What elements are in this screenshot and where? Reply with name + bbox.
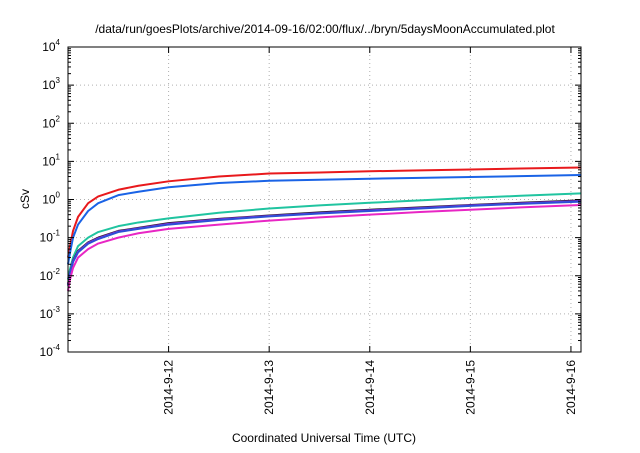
y-tick-exponent: -4 [53, 343, 61, 352]
y-tick-label: 104 [42, 38, 60, 54]
y-tick-label: 10-3 [40, 305, 61, 321]
y-tick-exponent: -3 [53, 305, 61, 314]
y-tick-label: 10-2 [40, 267, 61, 283]
y-tick-label: 102 [42, 114, 60, 130]
y-tick-base: 10 [40, 231, 54, 245]
y-tick-base: 10 [42, 154, 56, 168]
y-axis-label: cSv [18, 189, 32, 209]
y-tick-label: 103 [42, 76, 60, 92]
y-tick-label: 10-4 [40, 343, 61, 359]
y-tick-exponent: 0 [56, 191, 61, 200]
x-tick-label: 2014-9-14 [363, 360, 377, 415]
series-lines [67, 166, 582, 292]
y-tick-base: 10 [42, 193, 56, 207]
x-axis-label: Coordinated Universal Time (UTC) [232, 431, 416, 445]
y-tick-exponent: 1 [56, 152, 61, 161]
y-tick-label: 100 [42, 191, 60, 207]
y-tick-base: 10 [40, 269, 54, 283]
y-tick-label: 10-1 [40, 229, 61, 245]
chart-title: /data/run/goesPlots/archive/2014-09-16/0… [95, 22, 555, 36]
y-tick-exponent: -1 [53, 229, 61, 238]
y-tick-exponent: -2 [53, 267, 61, 276]
x-tick-label: 2014-9-12 [162, 360, 176, 415]
series-line-2 [67, 173, 582, 265]
y-tick-label: 101 [42, 152, 60, 168]
series-line-3 [67, 192, 582, 280]
x-tick-label: 2014-9-15 [463, 360, 477, 415]
y-tick-base: 10 [42, 40, 56, 54]
y-tick-base: 10 [42, 116, 56, 130]
y-tick-base: 10 [42, 78, 56, 92]
axis-ticks: 10-410-310-210-11001011021031042014-9-12… [40, 38, 581, 415]
y-tick-exponent: 2 [56, 114, 61, 123]
grid-lines [68, 47, 581, 352]
y-tick-base: 10 [40, 307, 54, 321]
y-tick-base: 10 [40, 345, 54, 359]
y-tick-exponent: 3 [56, 76, 61, 85]
x-tick-label: 2014-9-16 [564, 360, 578, 415]
y-tick-exponent: 4 [56, 38, 61, 47]
series-line-6 [67, 200, 582, 286]
series-line-1 [67, 166, 582, 258]
x-tick-label: 2014-9-13 [262, 360, 276, 415]
series-line-7 [67, 203, 582, 292]
